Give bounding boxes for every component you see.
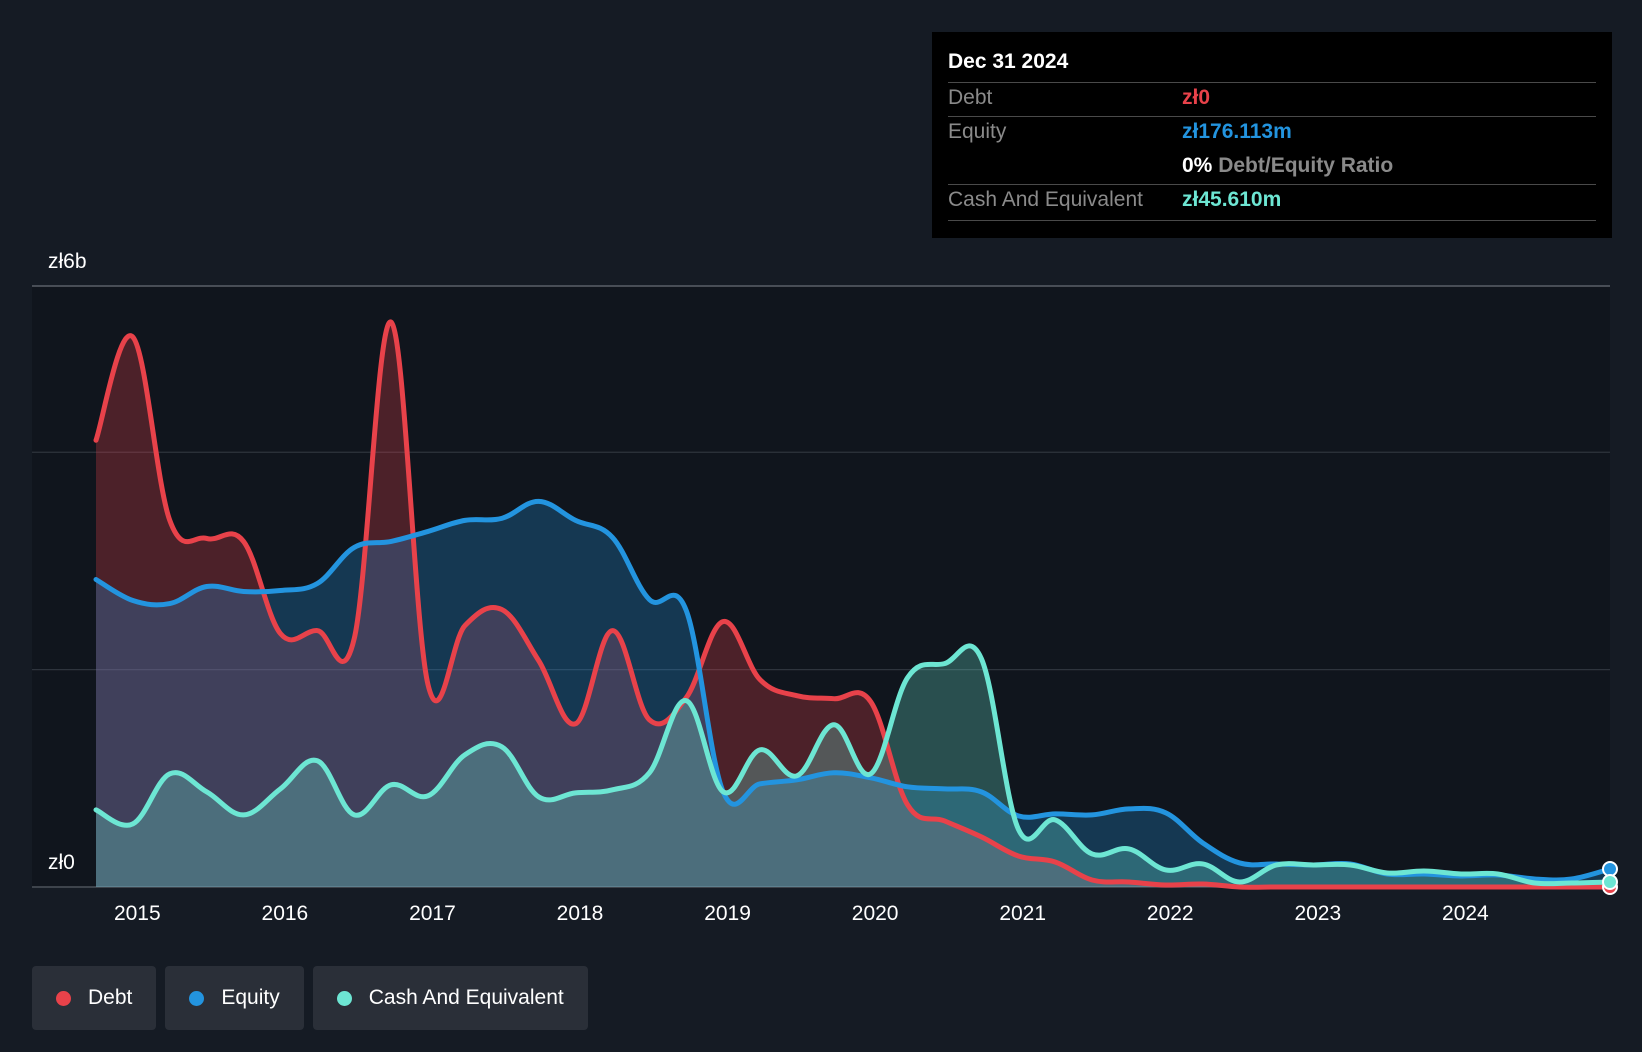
- end-markers[interactable]: [1602, 860, 1618, 895]
- x-tick-label: 2015: [114, 902, 161, 925]
- tooltip-ratio-label: Debt/Equity Ratio: [1218, 154, 1394, 177]
- x-tick-label: 2018: [557, 902, 604, 925]
- debt-dot-icon: [56, 990, 71, 1006]
- x-tick-label: 2016: [262, 902, 309, 925]
- series-lines: [93, 319, 1613, 890]
- legend-item-cash[interactable]: Cash And Equivalent: [312, 966, 588, 1030]
- tooltip-debt-value: zł0: [1182, 86, 1211, 109]
- gridlines: [32, 285, 1610, 888]
- equity-end-marker[interactable]: [1602, 860, 1618, 877]
- tooltip-divider: [948, 82, 1596, 83]
- legend-label-cash: Cash And Equivalent: [368, 986, 564, 1009]
- tooltip-debt-label: Debt: [948, 86, 993, 109]
- legend-label-equity: Equity: [221, 986, 280, 1009]
- equity-area: [96, 501, 1610, 887]
- tooltip-cash-value: zł45.610m: [1182, 188, 1282, 211]
- tooltip-divider: [948, 184, 1596, 185]
- tooltip-equity-value: zł176.113m: [1182, 120, 1292, 143]
- legend-label-debt: Debt: [88, 986, 133, 1009]
- x-tick-label: 2017: [409, 902, 456, 925]
- cash-area: [96, 645, 1610, 887]
- series-areas: [96, 321, 1610, 888]
- legend-item-debt[interactable]: Debt: [32, 966, 157, 1030]
- x-tick-label: 2024: [1442, 902, 1489, 925]
- x-axis: 2015 2016 2017 2018 2019 2020 2021 2022 2023 2024: [114, 902, 1489, 925]
- cash-dot-icon: [336, 990, 352, 1006]
- y-axis-bottom-label: zł0: [48, 851, 75, 874]
- tooltip-panel: Dec 31 2024 Debt zł0 Equity zł176.113m 0…: [932, 32, 1612, 238]
- plot-background: [32, 286, 1610, 887]
- tooltip-ratio-value: 0%: [1182, 154, 1213, 177]
- tooltip-cash-label: Cash And Equivalent: [948, 188, 1143, 211]
- tooltip-date: Dec 31 2024: [948, 50, 1069, 73]
- x-tick-label: 2020: [852, 902, 899, 925]
- equity-dot-icon: [189, 990, 205, 1006]
- tooltip-ratio: 0% Debt/Equity Ratio: [1182, 154, 1393, 178]
- legend: Debt Equity Cash And Equivalent: [32, 966, 588, 1030]
- x-tick-label: 2021: [999, 902, 1046, 925]
- x-tick-label: 2023: [1294, 902, 1341, 925]
- tooltip-divider: [948, 116, 1596, 117]
- x-tick-label: 2019: [704, 902, 751, 925]
- tooltip-divider: [948, 220, 1596, 221]
- tooltip-equity-label: Equity: [948, 120, 1007, 143]
- cash-end-marker[interactable]: [1602, 873, 1618, 890]
- debt-line: [93, 319, 1613, 890]
- y-axis-top-label: zł6b: [48, 250, 87, 273]
- debt-area: [96, 321, 1610, 888]
- x-tick-label: 2022: [1147, 902, 1194, 925]
- legend-item-equity[interactable]: Equity: [165, 966, 304, 1030]
- cash-line: [93, 643, 1613, 887]
